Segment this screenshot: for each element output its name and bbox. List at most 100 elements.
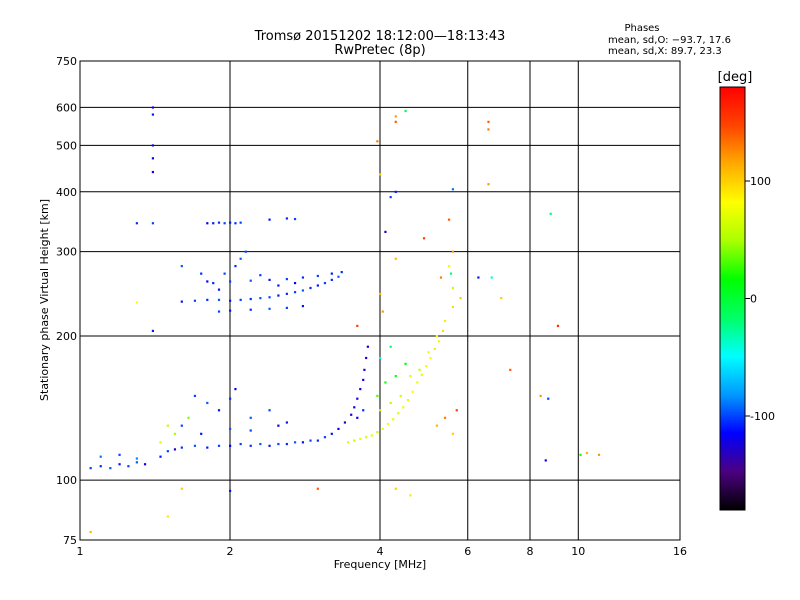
data-point <box>376 140 379 143</box>
data-point <box>353 439 356 442</box>
data-point <box>404 109 407 113</box>
data-point <box>350 413 353 416</box>
data-point <box>337 427 340 431</box>
data-point <box>404 362 407 365</box>
y-tick-label: 750 <box>56 55 77 68</box>
data-point <box>127 465 130 468</box>
data-point <box>363 368 366 371</box>
x-tick-label: 1 <box>77 545 84 558</box>
data-point <box>180 264 183 268</box>
data-point <box>234 264 237 268</box>
data-point <box>389 401 392 405</box>
data-point <box>229 221 232 224</box>
data-point <box>229 444 232 447</box>
data-point <box>135 457 138 460</box>
stats-x-mode: mean, sd,X: 89.7, 23.3 <box>608 46 722 57</box>
colorbar-tick-label: -100 <box>750 410 775 423</box>
data-point <box>389 345 392 348</box>
data-point <box>166 515 169 518</box>
y-axis-label: Stationary phase Virtual Height [km] <box>38 199 51 401</box>
data-point <box>135 301 138 304</box>
data-point <box>394 374 397 378</box>
data-point <box>193 299 197 302</box>
data-point <box>259 274 262 277</box>
chart-subtitle: RwPretec (8p) <box>334 43 425 58</box>
data-point <box>330 432 333 435</box>
data-point <box>500 297 503 300</box>
data-point <box>229 299 232 302</box>
x-tick-label: 8 <box>527 545 534 558</box>
x-tick-label: 4 <box>377 545 384 558</box>
data-point <box>223 272 226 275</box>
y-tick-label: 200 <box>56 330 77 343</box>
data-point <box>309 286 312 290</box>
stats-o-mode: mean, sd,O: −93.7, 17.6 <box>608 35 731 46</box>
data-point <box>151 113 155 116</box>
data-point <box>206 298 209 301</box>
data-point <box>99 455 102 458</box>
chart-title: Tromsø 20151202 18:12:00—18:13:43 <box>254 29 506 44</box>
data-point <box>437 340 441 343</box>
data-point <box>293 217 297 221</box>
data-point <box>217 221 221 224</box>
data-point <box>433 347 436 351</box>
data-point <box>356 324 359 328</box>
data-point <box>239 257 242 260</box>
data-point <box>435 424 438 427</box>
data-point <box>487 183 490 186</box>
data-point <box>370 434 373 437</box>
colorbar-ticks: 100 0 -100 <box>745 175 775 423</box>
data-point <box>217 288 221 291</box>
data-point <box>402 406 405 409</box>
data-point <box>418 368 421 371</box>
data-point <box>166 450 169 453</box>
data-point <box>301 441 305 444</box>
data-point <box>135 222 138 225</box>
data-point <box>447 264 451 268</box>
data-point <box>394 115 397 118</box>
data-point <box>490 276 493 279</box>
data-point <box>449 272 453 275</box>
data-point <box>381 427 384 431</box>
data-point <box>392 418 395 421</box>
data-point <box>406 399 410 402</box>
data-point <box>343 421 347 424</box>
data-point <box>556 324 560 328</box>
data-point <box>143 463 147 466</box>
data-point <box>268 409 271 412</box>
data-point <box>277 294 280 297</box>
data-point <box>293 291 297 294</box>
data-point <box>268 278 271 281</box>
data-point <box>394 190 397 193</box>
data-point <box>379 173 382 176</box>
data-point <box>384 230 387 233</box>
data-point <box>356 397 359 400</box>
data-point <box>206 222 209 225</box>
y-axis-ticks: 75 100 200 300 400 500 600 750 <box>56 55 77 547</box>
data-point <box>544 459 547 462</box>
data-point <box>386 422 390 426</box>
x-tick-label: 2 <box>227 545 234 558</box>
data-point <box>109 467 112 470</box>
data-point <box>285 442 288 446</box>
data-point <box>200 272 203 275</box>
data-point <box>206 446 209 449</box>
data-point <box>212 281 215 285</box>
data-point <box>301 276 305 279</box>
data-point <box>376 431 379 434</box>
data-point <box>249 444 252 447</box>
data-point <box>381 310 384 313</box>
data-point <box>451 432 455 435</box>
data-point <box>427 351 430 354</box>
data-point <box>301 304 305 308</box>
data-point <box>435 334 438 338</box>
data-point <box>206 280 209 283</box>
data-point <box>293 281 297 285</box>
data-point <box>249 416 252 419</box>
data-point <box>151 144 155 147</box>
data-point <box>180 446 183 449</box>
x-tick-label: 10 <box>571 545 585 558</box>
data-point <box>416 381 419 384</box>
data-point <box>441 329 445 333</box>
data-point <box>166 424 169 427</box>
